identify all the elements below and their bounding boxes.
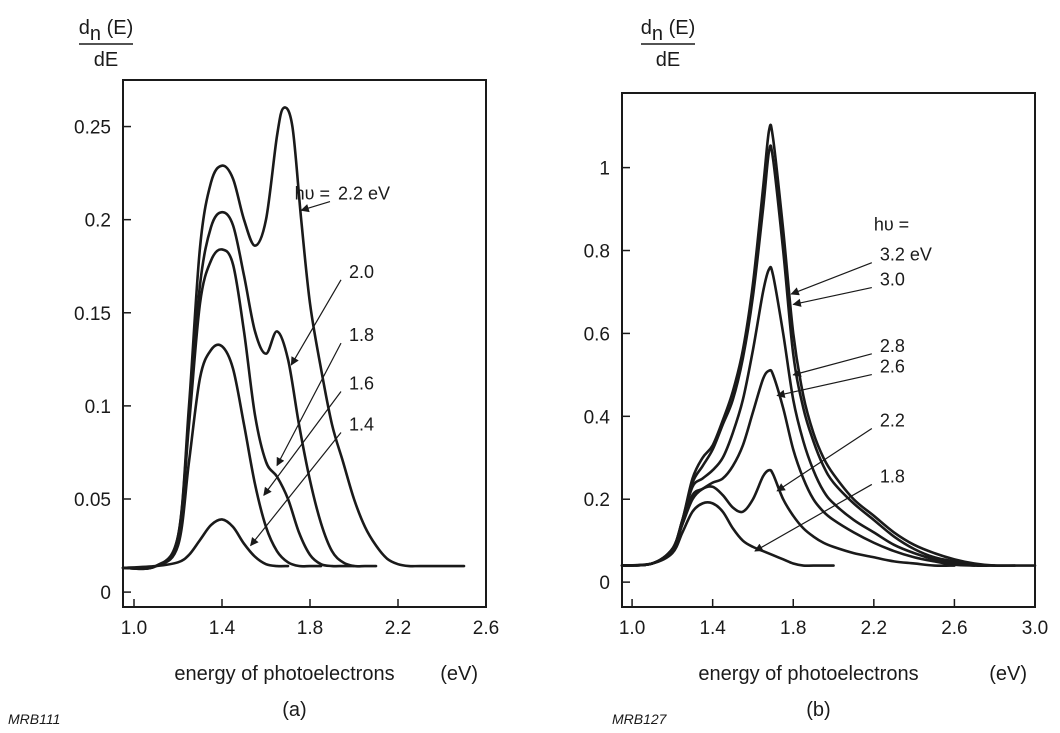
series-line-b-1 (620, 144, 1017, 567)
series-label-b-4: 2.2 (880, 410, 905, 430)
x-tick-label-a: 2.6 (473, 618, 499, 639)
x-axis-label-a: energy of photoelectrons (174, 663, 394, 685)
x-tick-label-b: 1.8 (780, 618, 806, 639)
y-tick-label-a: 0.25 (74, 118, 111, 139)
series-label-a-1: 2.0 (349, 262, 374, 282)
series-arrow-b-4 (776, 427, 873, 492)
x-tick-label-b: 2.6 (941, 618, 967, 639)
plot-frame-b (621, 92, 1036, 608)
x-tick-label-b: 1.4 (699, 618, 726, 639)
series-line-a-1 (121, 210, 378, 571)
series-label-b-0: 3.2 eV (880, 245, 932, 265)
series-arrow-a-4 (250, 432, 342, 547)
y-tick-label-b: 1 (599, 159, 610, 180)
y-tick-label-a: 0.1 (85, 397, 111, 418)
series-line-b-0 (620, 123, 1037, 567)
y-tick-label-b: 0.8 (584, 242, 610, 263)
legend-heading-a: hυ = (295, 184, 330, 204)
series-label-b-1: 3.0 (880, 270, 905, 290)
series-line-a-4 (121, 518, 290, 570)
x-tick-label-a: 1.4 (209, 618, 236, 639)
chart-panel-b: 1.0 1.4 1.8 2.2 2.6 3.0 0 0.2 0.4 0.6 0.8 1 dn (E) dE… (584, 17, 1049, 727)
series-arrow-a-0 (300, 201, 331, 213)
y-axis-label-numerator-b: dn (E) (641, 17, 695, 45)
series-line-b-5 (620, 501, 835, 567)
series-label-a-4: 1.4 (349, 415, 374, 435)
series-arrow-a-2 (276, 342, 342, 467)
series-arrow-b-2 (792, 353, 872, 377)
series-label-a-0: 2.2 eV (338, 184, 390, 204)
panel-label-a: (a) (282, 699, 306, 721)
series-line-a-0 (121, 106, 466, 571)
series-label-b-5: 1.8 (880, 466, 905, 486)
x-tick-label-a: 1.0 (121, 618, 147, 639)
x-tick-label-b: 3.0 (1022, 618, 1048, 639)
series-arrow-b-1 (792, 286, 872, 307)
y-axis-label-denominator-a: dE (94, 49, 118, 71)
series-line-b-2 (620, 265, 997, 567)
x-tick-label-b: 2.2 (861, 618, 887, 639)
y-tick-label-a: 0.05 (74, 490, 111, 511)
y-axis-label-denominator-b: dE (656, 49, 680, 71)
series-arrow-b-3 (776, 373, 872, 399)
series-arrow-b-0 (790, 262, 873, 296)
chart-panel-a: 1.0 1.4 1.8 2.2 2.6 0 0.05 0.1 0.15 0.2 0.25 dn (E)… (8, 17, 499, 727)
x-tick-label-a: 2.2 (385, 618, 411, 639)
y-tick-label-a: 0 (100, 583, 111, 604)
y-tick-label-b: 0.4 (584, 407, 611, 428)
series-line-a-2 (121, 248, 356, 570)
y-tick-label-b: 0 (599, 573, 610, 594)
series-line-b-3 (620, 368, 976, 567)
series-line-a-3 (121, 343, 323, 570)
series-label-b-2: 2.8 (880, 336, 905, 356)
figure-id-b: MRB127 (612, 711, 668, 727)
y-tick-label-a: 0.15 (74, 304, 111, 325)
x-tick-label-a: 1.8 (297, 618, 323, 639)
x-axis-unit-a: (eV) (440, 663, 478, 685)
series-label-b-3: 2.6 (880, 357, 905, 377)
figure-id-a: MRB111 (8, 711, 60, 727)
y-tick-label-a: 0.2 (85, 211, 111, 232)
panel-label-b: (b) (806, 699, 830, 721)
legend-heading-b: hυ = (874, 215, 909, 235)
series-arrow-b-5 (754, 483, 873, 552)
y-axis-label-numerator-a: dn (E) (79, 17, 133, 45)
x-tick-label-b: 1.0 (619, 618, 645, 639)
series-arrow-a-1 (290, 279, 342, 366)
y-tick-label-b: 0.6 (584, 324, 610, 345)
x-axis-unit-b: (eV) (989, 663, 1027, 685)
series-line-b-4 (620, 468, 956, 567)
x-axis-label-b: energy of photoelectrons (698, 663, 918, 685)
series-arrow-a-3 (263, 391, 342, 496)
y-tick-label-b: 0.2 (584, 490, 610, 511)
plot-frame-a (122, 79, 487, 608)
series-label-a-2: 1.8 (349, 325, 374, 345)
series-label-a-3: 1.6 (349, 374, 374, 394)
